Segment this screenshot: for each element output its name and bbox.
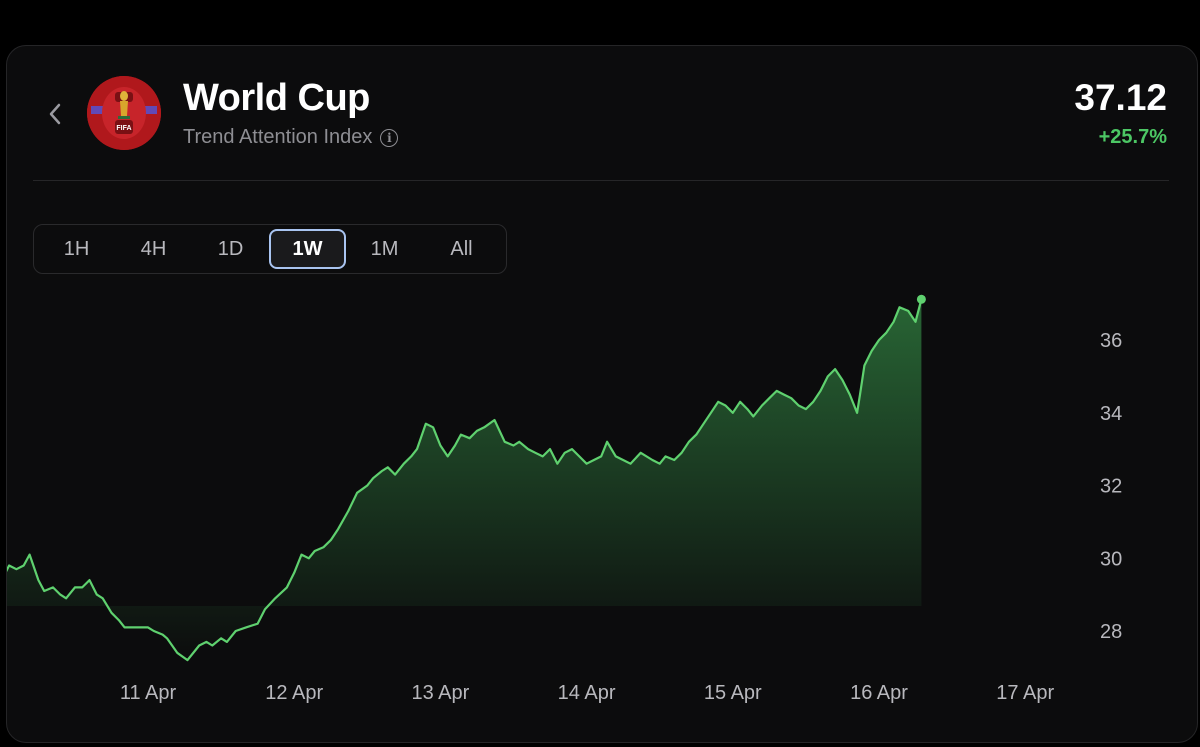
y-tick-label: 34	[1100, 403, 1122, 425]
y-tick-label: 32	[1100, 476, 1122, 498]
x-tick-label: 15 Apr	[704, 682, 762, 704]
world-cup-logo: FIFA	[87, 76, 161, 150]
x-tick-label: 14 Apr	[558, 682, 616, 704]
range-selector: 1H 4H 1D 1W 1M All	[33, 224, 507, 274]
back-button[interactable]	[41, 100, 69, 128]
subtitle: Trend Attention Index	[183, 126, 373, 148]
x-tick-label: 17 Apr	[996, 682, 1054, 704]
x-tick-label: 11 Apr	[120, 682, 177, 704]
range-tab-1d[interactable]: 1D	[217, 237, 244, 260]
series-line	[7, 299, 923, 662]
range-tab-1h[interactable]: 1H	[63, 237, 90, 260]
area-fill	[7, 299, 922, 661]
chevron-left-icon	[49, 103, 61, 125]
last-point-marker[interactable]	[916, 294, 926, 304]
svg-text:FIFA: FIFA	[116, 125, 131, 132]
header-divider	[33, 180, 1169, 181]
subtitle-row: Trend Attention Index i	[183, 126, 399, 149]
y-tick-label: 36	[1100, 330, 1122, 352]
range-tab-4h[interactable]: 4H	[140, 237, 167, 260]
range-tab-1w[interactable]: 1W	[269, 229, 346, 269]
y-tick-label: 28	[1100, 621, 1122, 643]
chart-card: FIFA World Cup Trend Attention Index i 3…	[6, 45, 1198, 743]
page-title: World Cup	[183, 77, 370, 119]
range-tab-1m[interactable]: 1M	[370, 237, 399, 260]
x-tick-label: 13 Apr	[411, 682, 469, 704]
current-value: 37.12	[1074, 77, 1167, 118]
x-tick-label: 12 Apr	[265, 682, 323, 704]
y-tick-label: 30	[1100, 548, 1122, 570]
line-chart: 28 30 32 34 36 11 Apr 12 Apr 13 Apr 14 Apr 15 Ap…	[7, 294, 1122, 704]
info-icon[interactable]: i	[380, 128, 399, 147]
percent-change: +25.7%	[1098, 126, 1167, 148]
range-tab-all[interactable]: All	[450, 237, 473, 260]
x-tick-label: 16 Apr	[850, 682, 908, 704]
